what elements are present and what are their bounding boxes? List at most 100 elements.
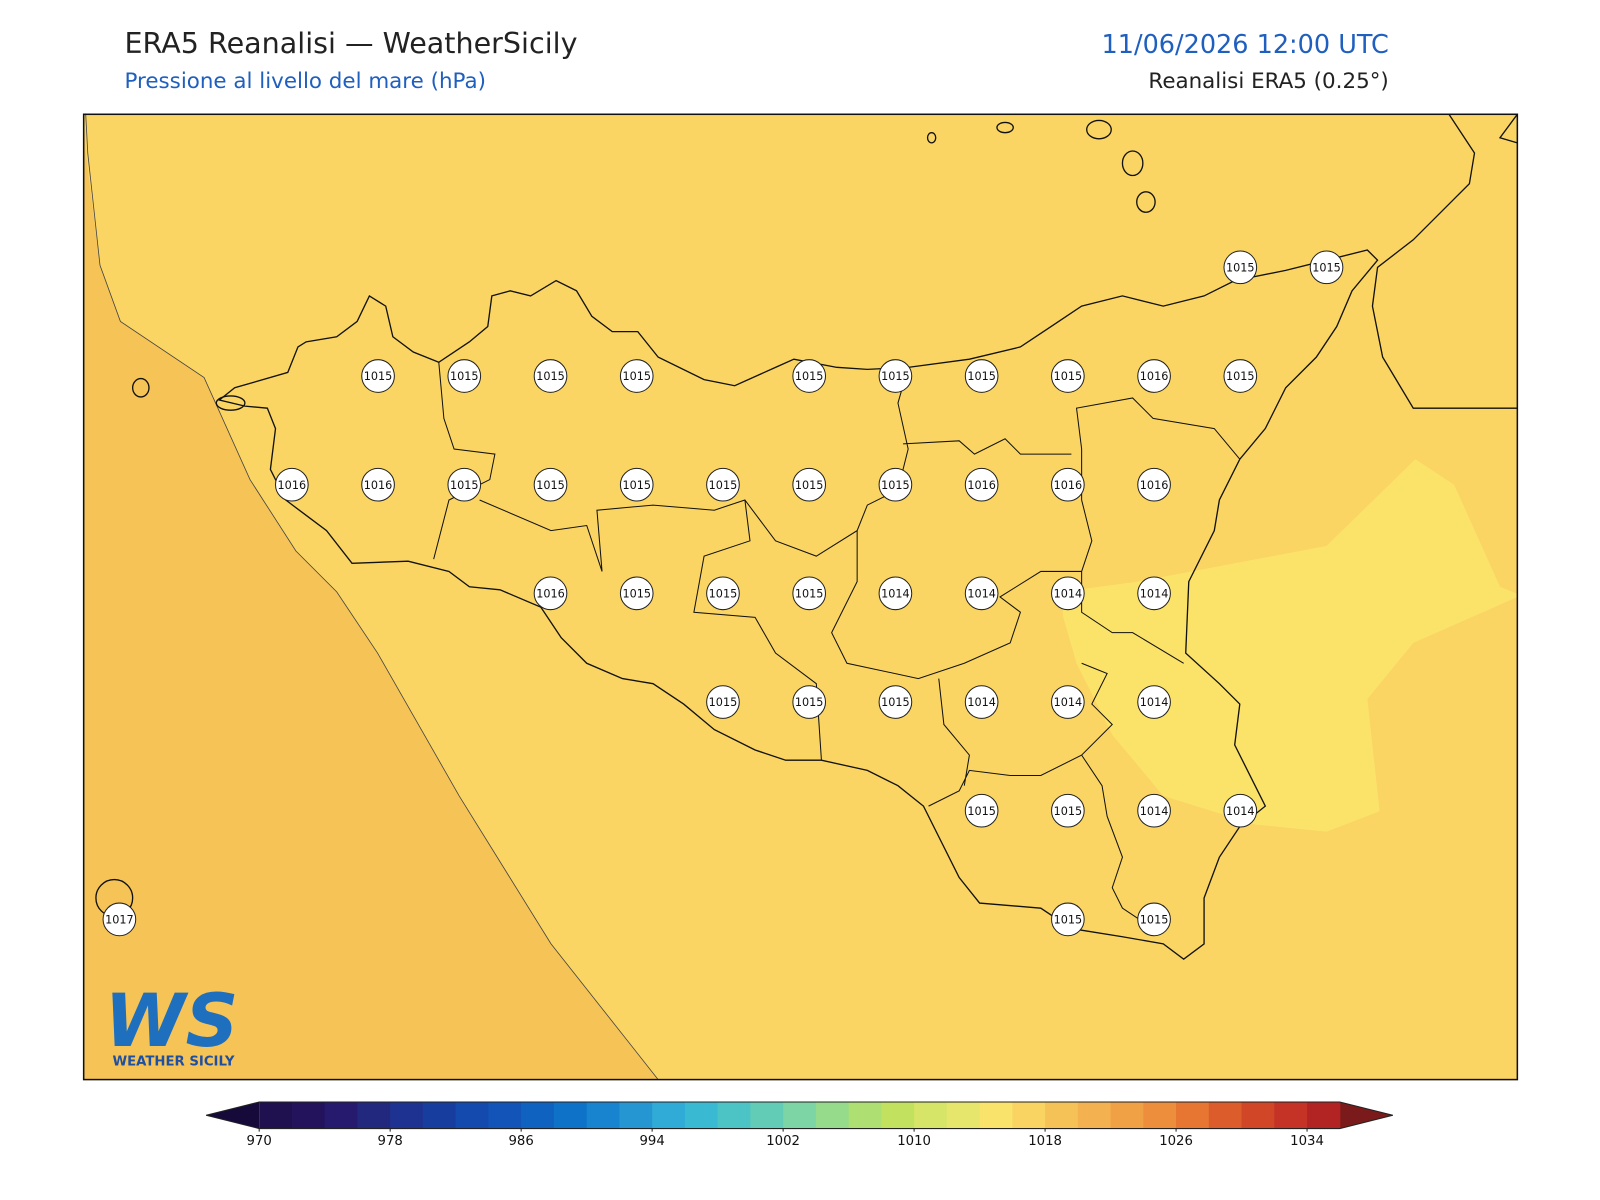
datetime: 11/06/2026 12:00 UTC xyxy=(1102,30,1389,60)
map-frame xyxy=(82,113,1519,1081)
station-marker xyxy=(1051,576,1085,611)
colorbar-under xyxy=(206,1102,260,1129)
station-label: 1015 xyxy=(1226,261,1255,274)
station-label: 1017 xyxy=(105,913,134,926)
station-marker xyxy=(1137,902,1171,937)
station-marker xyxy=(1051,359,1085,393)
station-marker xyxy=(275,467,309,502)
station-marker xyxy=(964,359,999,393)
title: ERA5 Reanalisi — WeatherSicily xyxy=(124,26,577,60)
station-label: 1015 xyxy=(622,587,651,600)
station-marker xyxy=(964,467,999,502)
coastline xyxy=(1371,114,1518,409)
colorbar-tick-label: 1034 xyxy=(1290,1134,1324,1149)
station-marker xyxy=(792,467,827,502)
station-marker xyxy=(1051,685,1085,719)
colorbar-bin xyxy=(750,1102,784,1129)
station-label: 1015 xyxy=(1054,370,1083,383)
station-marker xyxy=(1137,576,1171,611)
station-marker xyxy=(1051,467,1085,502)
station-label: 1015 xyxy=(881,479,910,492)
colorbar-bin xyxy=(1012,1102,1046,1129)
station-label: 1016 xyxy=(967,479,996,492)
colorbar-tick-label: 970 xyxy=(247,1134,272,1149)
station-label: 1016 xyxy=(278,479,307,492)
station-label: 1015 xyxy=(967,805,996,818)
colorbar-bin xyxy=(979,1102,1013,1129)
station-label: 1014 xyxy=(967,587,996,600)
station-label: 1015 xyxy=(709,479,738,492)
station-marker xyxy=(619,359,654,393)
colorbar-bin xyxy=(390,1102,424,1129)
colorbar-tick-label: 1010 xyxy=(897,1134,931,1149)
station-label: 1014 xyxy=(1140,805,1169,818)
station-label: 1014 xyxy=(881,587,910,600)
station-marker xyxy=(964,793,999,828)
station-label: 1014 xyxy=(1054,696,1083,709)
colorbar-tick-label: 1026 xyxy=(1159,1134,1193,1149)
colorbar-bin xyxy=(652,1102,686,1129)
colorbar-tick-label: 994 xyxy=(639,1134,664,1149)
station-label: 1015 xyxy=(622,479,651,492)
colorbar-bin xyxy=(848,1102,882,1129)
subtitle: Pressione al livello del mare (hPa) xyxy=(124,69,485,94)
station-marker xyxy=(1137,685,1171,719)
station-marker xyxy=(878,685,913,719)
station-label: 1016 xyxy=(1054,479,1083,492)
colorbar-bin xyxy=(1241,1102,1275,1129)
station-label: 1015 xyxy=(450,370,479,383)
station-marker xyxy=(1223,793,1258,828)
colorbar-bin xyxy=(717,1102,751,1129)
colorbar-bin xyxy=(684,1102,719,1129)
station-marker xyxy=(102,902,137,937)
colorbar-bin xyxy=(1110,1102,1144,1129)
colorbar-bin xyxy=(946,1102,981,1129)
station-marker xyxy=(706,685,740,719)
station-label: 1015 xyxy=(1312,261,1341,274)
colorbar-bin xyxy=(291,1102,326,1129)
station-marker xyxy=(964,685,999,719)
coastline xyxy=(217,249,1379,961)
station-label: 1015 xyxy=(1054,805,1083,818)
station-marker xyxy=(361,359,395,393)
station-marker xyxy=(964,576,999,611)
field-fill xyxy=(83,114,659,1080)
station-label: 1015 xyxy=(364,370,393,383)
colorbar-bin xyxy=(455,1102,489,1129)
station-label: 1015 xyxy=(709,696,738,709)
station-label: 1015 xyxy=(795,370,824,383)
station-marker xyxy=(1051,902,1085,937)
colorbar-tick-label: 986 xyxy=(509,1134,534,1149)
colorbar-bin xyxy=(488,1102,522,1129)
station-label: 1015 xyxy=(795,479,824,492)
station-label: 1015 xyxy=(536,479,565,492)
colorbar-bin xyxy=(1045,1102,1079,1129)
station-label: 1015 xyxy=(1140,913,1169,926)
station-marker xyxy=(533,359,568,393)
station-label: 1014 xyxy=(1140,696,1169,709)
contour xyxy=(85,114,659,1080)
station-marker xyxy=(1051,793,1085,828)
colorbar-bin xyxy=(422,1102,457,1129)
field-fill xyxy=(1061,459,1518,832)
station-marker xyxy=(706,467,740,502)
station-marker xyxy=(1223,359,1258,393)
station-label: 1015 xyxy=(709,587,738,600)
colorbar-bin xyxy=(1077,1102,1112,1129)
station-marker xyxy=(447,467,482,502)
station-label: 1015 xyxy=(1054,913,1083,926)
colorbar-bin xyxy=(815,1102,850,1129)
station-label: 1015 xyxy=(881,370,910,383)
station-marker xyxy=(447,359,482,393)
station-marker xyxy=(1309,250,1344,285)
colorbar-bin xyxy=(914,1102,948,1129)
station-label: 1015 xyxy=(795,587,824,600)
colorbar-bin xyxy=(1307,1102,1341,1129)
station-marker xyxy=(1137,359,1171,393)
logo-mark: WS xyxy=(104,979,238,1064)
colorbar-over xyxy=(1339,1102,1393,1129)
colorbar-bin xyxy=(1208,1102,1243,1129)
station-label: 1015 xyxy=(622,370,651,383)
station-marker xyxy=(619,467,654,502)
